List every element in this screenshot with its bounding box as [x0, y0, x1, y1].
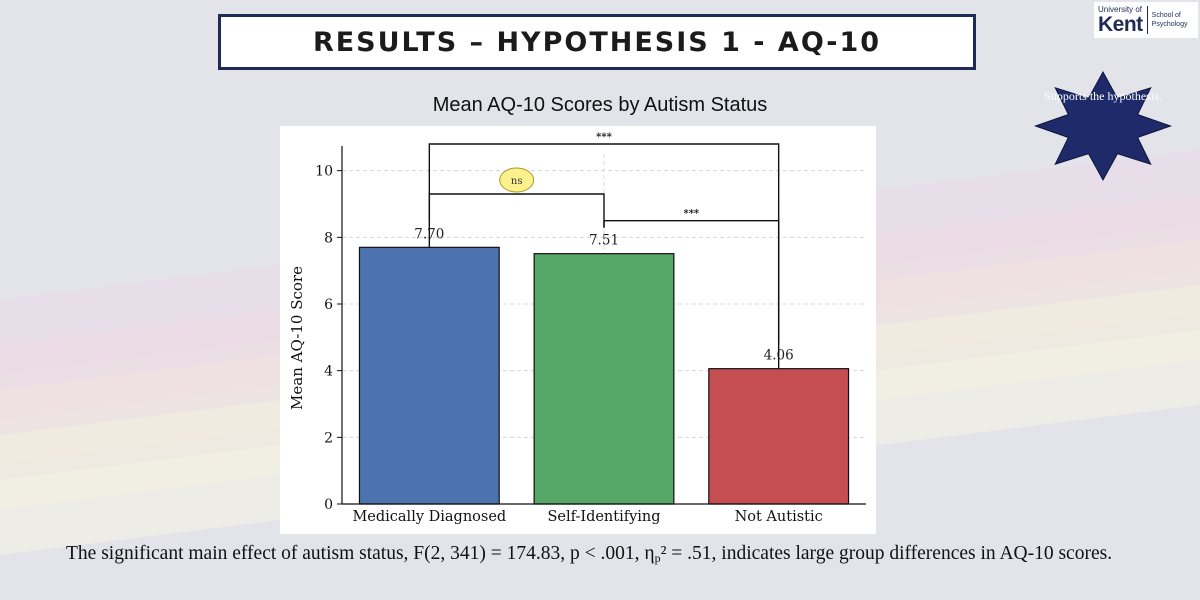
y-tick-label: 0: [324, 497, 333, 513]
y-tick-label: 4: [324, 364, 333, 380]
x-tick-label: Self-Identifying: [547, 509, 660, 525]
y-axis-label: Mean AQ-10 Score: [288, 266, 306, 410]
significance-label: ***: [596, 132, 612, 143]
badge-text: Supports the hypothesis.: [1044, 89, 1162, 103]
logo-kent-text: Kent: [1098, 13, 1143, 36]
y-tick-label: 2: [324, 430, 333, 446]
university-logo: University of Kent School of Psychology: [1094, 2, 1198, 38]
slide-title: RESULTS – HYPOTHESIS 1 - AQ-10: [312, 26, 882, 58]
significance-bracket: [428, 143, 780, 369]
x-tick-label: Not Autistic: [735, 509, 823, 525]
bar: [358, 246, 500, 505]
star-badge-icon: [1033, 70, 1173, 182]
logo-divider: [1146, 6, 1148, 34]
bar: [533, 253, 675, 505]
y-tick-label: 6: [324, 297, 333, 313]
footnote-text-end: ² = .51, indicates large group differenc…: [660, 543, 1113, 564]
significance-highlight: [499, 167, 535, 193]
significance-label: ns: [511, 176, 523, 187]
y-tick-label: 8: [324, 230, 333, 246]
logo-school-text: School of Psychology: [1151, 12, 1188, 28]
logo-university-text: University of: [1098, 5, 1143, 14]
x-tick-label: Medically Diagnosed: [352, 509, 506, 525]
slide-title-box: RESULTS – HYPOTHESIS 1 - AQ-10: [218, 14, 976, 70]
footnote-subscript: p: [654, 551, 661, 565]
bar-chart: 7.70 7.514.06 Medically Diagnosed Self-Ide…: [280, 126, 876, 534]
y-tick-label: 10: [315, 164, 333, 180]
footnote-text-start: The significant main effect of autism st…: [66, 543, 655, 564]
chart-title: Mean AQ-10 Scores by Autism Status: [432, 94, 768, 116]
bar: [708, 368, 850, 505]
result-footnote: The significant main effect of autism st…: [66, 541, 1166, 571]
bar-value-label: 7.51: [589, 233, 619, 249]
significance-label: ***: [683, 209, 699, 220]
